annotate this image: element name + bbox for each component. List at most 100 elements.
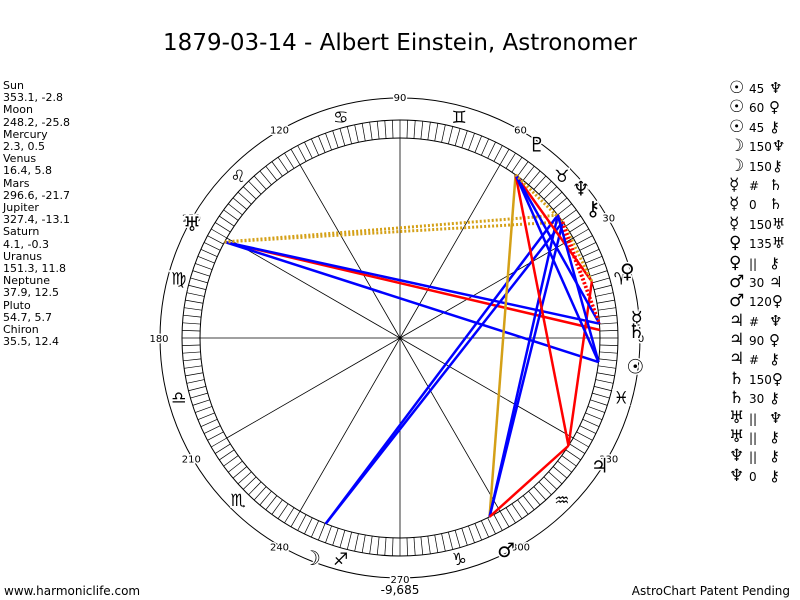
moon-icon: ☽ [303,546,321,570]
degree-tick [184,307,202,311]
degree-tick [207,431,224,441]
degree-tick [214,222,231,233]
aspect-row: ♂ 30 ♃ [729,272,785,292]
degree-tick [487,141,496,159]
degree-label-60: 60 [514,125,527,136]
degree-tick [354,533,359,552]
gemini-sign-icon: ♊ [452,108,467,128]
aspect-planet-icon: ♀ [771,369,783,388]
degree-tick [505,152,516,169]
degree-tick [573,228,589,239]
degree-tick [565,215,581,227]
degree-tick [182,344,201,346]
degree-tick [190,392,208,399]
aspect-value: 45 [749,120,765,135]
position-value-pluto: 54.7, 5.7 [3,310,52,324]
aspect-planet-icon: ♄ [769,195,783,214]
degree-tick [392,537,394,556]
degree-tick [361,123,366,142]
degree-tick [522,165,535,181]
leo-sign-icon: ♌ [230,167,245,187]
degree-tick [468,525,475,543]
aspect-planet-icon: ☽ [729,136,745,157]
aspect-value: || [749,450,758,465]
degree-tick [585,412,603,420]
position-value-sun: 353.1, -2.8 [3,91,63,105]
degree-tick [195,406,213,413]
degree-tick [184,365,202,369]
degree-tick [569,443,586,454]
aspect-planet-icon: ♆ [729,446,745,467]
degree-tick [454,128,461,146]
degree-label-180: 180 [149,334,168,345]
degree-tick [474,523,482,541]
degree-tick [499,511,510,527]
degree-tick [590,270,608,277]
degree-tick [427,536,431,554]
aspect-line-chiron-venus [561,221,594,283]
position-name-chiron: Chiron [3,323,39,337]
degree-tick [304,517,313,535]
degree-tick [219,449,235,461]
degree-tick [561,455,577,467]
degree-tick [595,379,614,384]
position-value-mars: 296.6, -21.7 [3,188,70,202]
degree-label-30: 30 [602,214,615,225]
aspect-planet-icon: ♆ [771,137,786,156]
degree-label-210: 210 [182,455,201,466]
aspect-row: ☽ 150⚷ [729,156,785,176]
pluto-icon: ♇ [528,133,546,157]
degree-tick [311,138,319,156]
degree-tick [182,330,201,332]
aspect-row: ☉ 45 ⚷ [729,117,785,137]
degree-tick [332,130,339,148]
position-name-mercury: Mercury [3,127,48,141]
aspect-value: 0 [749,198,757,213]
degree-tick [448,531,454,550]
degree-tick [538,481,552,496]
aspect-planet-icon: ⚷ [769,253,780,272]
degree-tick [582,249,600,257]
aspect-planet-icon: ♅ [729,427,745,448]
degree-tick [339,530,346,548]
aspect-line-jupiter-venus [567,281,594,446]
degree-tick [203,242,221,251]
aspect-planet-icon: ♆ [769,408,783,427]
degree-tick [277,503,289,519]
aspect-value: 150 [749,159,772,174]
spoke-240 [299,337,401,512]
aspect-line-neptune-saturn [556,214,601,325]
degree-tick [487,517,496,535]
aspect-value: # [749,314,760,329]
degree-tick [557,460,573,473]
spoke-330 [399,337,574,439]
aspect-planet-icon: ♃ [769,272,783,291]
aspect-planet-icon: ♀ [769,98,780,117]
degree-tick [203,425,221,434]
position-name-neptune: Neptune [3,274,51,288]
degree-tick [599,351,618,354]
spoke-300 [399,337,501,512]
scorpio-sign-icon: ♏ [230,491,245,511]
degree-tick [376,121,380,140]
spoke-120 [299,164,401,339]
aspect-value: || [749,431,758,446]
website-link[interactable]: www.harmoniclife.com [4,584,141,598]
degree-tick [183,314,202,318]
patent-notice: AstroChart Patent Pending [631,584,790,598]
degree-label-150: 150 [182,214,201,225]
degree-tick [533,175,547,190]
aspect-line-uranus-chiron [224,220,563,244]
degree-tick [214,443,231,454]
degree-tick [493,514,503,531]
aspect-row: ☿ 0 ♄ [729,194,785,214]
degree-tick [253,486,267,501]
aspect-planet-icon: ♀ [769,331,780,350]
degree-tick [182,322,201,325]
position-value-uranus: 151.3, 11.8 [3,262,66,276]
degree-tick [413,120,416,139]
degree-tick [599,344,618,346]
degree-tick [237,191,252,205]
mercury-icon: ☿ [631,306,643,330]
aspect-row: ♀ || ⚷ [729,253,785,273]
